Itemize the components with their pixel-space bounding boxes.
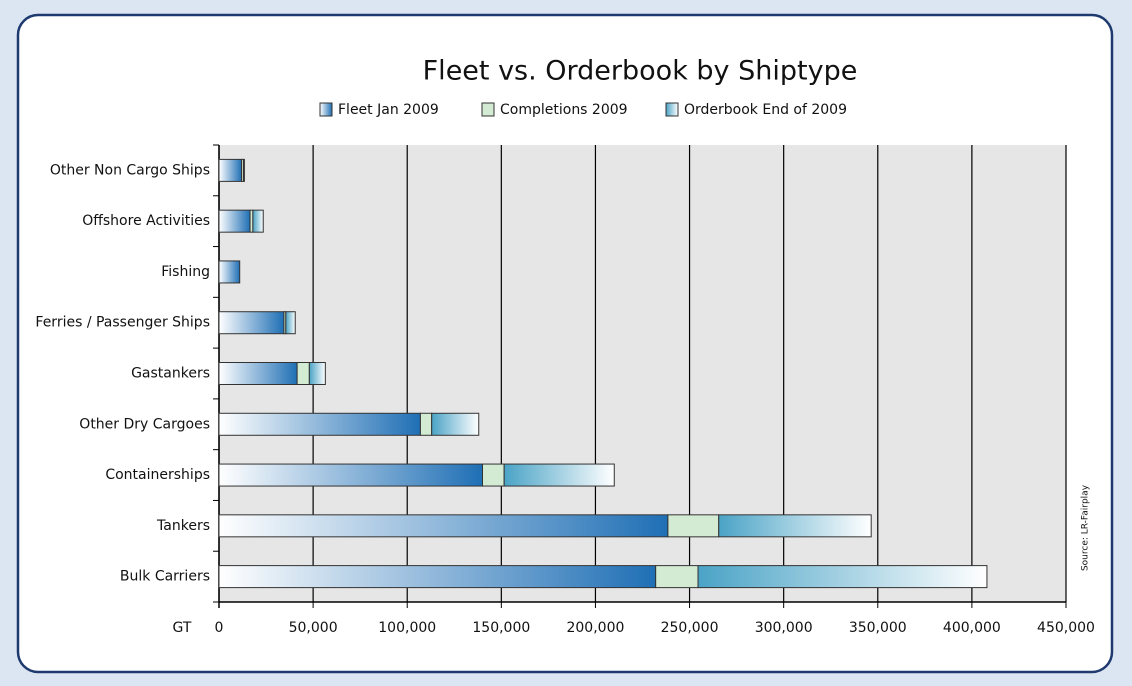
bar-segment (697, 565, 988, 589)
x-tick-label: 0 (215, 620, 224, 636)
bar-segment (503, 463, 615, 487)
x-tick-label: 250,000 (661, 620, 719, 636)
bar-segment (419, 412, 433, 436)
bar-segment (431, 412, 480, 436)
bar-segment (285, 311, 296, 335)
bar-segment (218, 158, 243, 182)
bar-segment (218, 412, 421, 436)
bar-segment (218, 260, 241, 284)
legend-swatch (665, 102, 679, 117)
bar-segment (308, 362, 326, 385)
legend-label: Completions 2009 (500, 102, 628, 118)
y-tick-label: Offshore Activities (82, 213, 210, 229)
x-tick-label: 450,000 (1037, 620, 1095, 636)
bar-segment (218, 362, 298, 385)
legend-swatch (481, 102, 495, 117)
x-tick-label: 100,000 (378, 620, 436, 636)
x-tick-label: 200,000 (566, 620, 624, 636)
bar-segment (667, 514, 720, 538)
y-tick-label: Other Dry Cargoes (79, 416, 210, 432)
bar-segment (218, 514, 669, 538)
y-tick-label: Tankers (156, 518, 210, 534)
chart-title: Fleet vs. Orderbook by Shiptype (423, 56, 858, 87)
x-tick-label: 50,000 (289, 620, 338, 636)
bar-segment (482, 463, 505, 487)
x-tick-label: 150,000 (472, 620, 530, 636)
bar-segment (655, 565, 699, 589)
bar-segment (218, 463, 484, 487)
legend-label: Fleet Jan 2009 (338, 102, 439, 118)
y-tick-label: Bulk Carriers (120, 569, 210, 585)
x-tick-label: 400,000 (943, 620, 1001, 636)
bar-segment (218, 311, 285, 335)
x-axis-label: GT (173, 620, 192, 636)
legend-label: Orderbook End of 2009 (684, 102, 847, 118)
legend-swatch (319, 102, 333, 117)
source-note: Source: LR-Fairplay (1081, 484, 1091, 571)
bar-segment (218, 565, 657, 589)
bar-segment (242, 158, 245, 182)
y-tick-label: Ferries / Passenger Ships (35, 315, 210, 331)
y-tick-label: Fishing (161, 264, 210, 280)
y-tick-label: Gastankers (131, 366, 210, 382)
bar-segment (218, 209, 251, 233)
y-tick-label: Other Non Cargo Ships (50, 162, 210, 178)
y-tick-label: Containerships (105, 467, 210, 483)
bar-segment (296, 362, 310, 385)
x-tick-label: 300,000 (755, 620, 813, 636)
bar-segment (718, 514, 872, 538)
bar-segment (252, 209, 264, 233)
x-tick-label: 350,000 (849, 620, 907, 636)
